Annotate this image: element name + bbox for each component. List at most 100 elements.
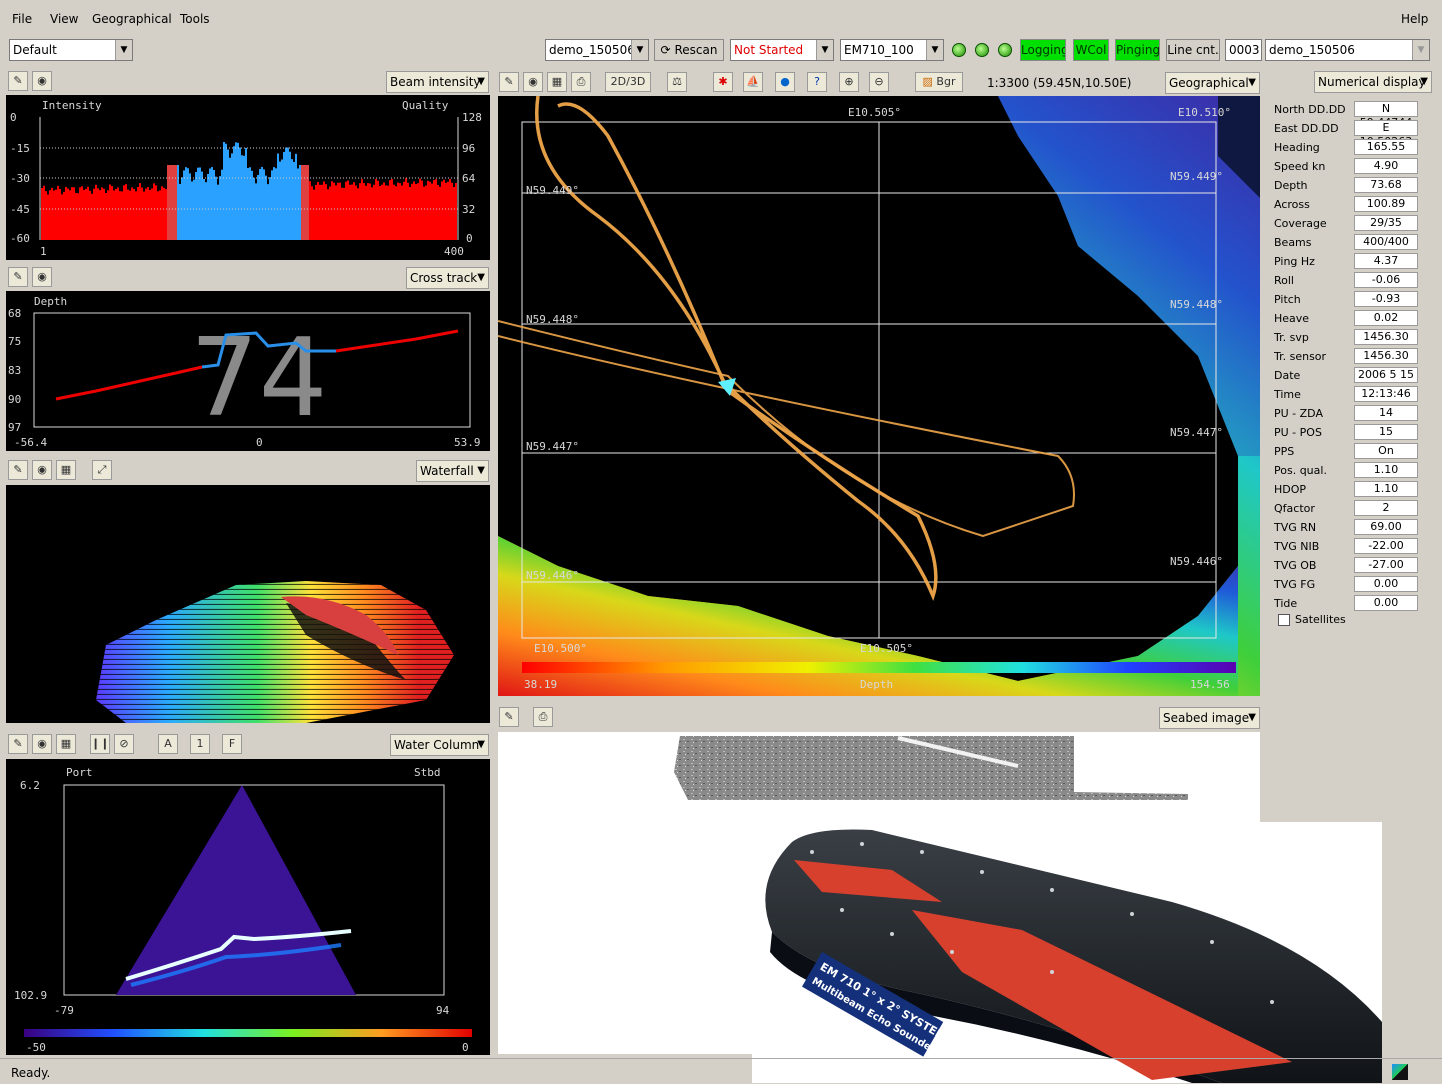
beam-bar: [309, 181, 311, 240]
beam-bar: [251, 170, 253, 240]
zoom-out-icon[interactable]: ⊖: [869, 72, 889, 92]
layers-icon[interactable]: ▦: [56, 460, 76, 480]
cross-panel-header: ✎ ◉ Cross track ▼: [6, 266, 490, 290]
profile-select[interactable]: Default ▼: [9, 39, 133, 61]
line-name-select[interactable]: demo_150506 ▼: [1265, 39, 1430, 61]
beam-bar: [127, 189, 129, 240]
chevron-down-icon: ▼: [1248, 712, 1256, 723]
numerical-row: East DD.DD E 10.50263: [1274, 120, 1440, 148]
numerical-row: Pitch -0.93: [1274, 291, 1440, 309]
rescan-button[interactable]: ⟳ Rescan: [654, 39, 724, 61]
beam-bar: [373, 184, 375, 240]
beam-bar: [389, 180, 391, 240]
menu-view[interactable]: View: [50, 12, 79, 26]
palette-icon[interactable]: ◉: [32, 460, 52, 480]
palette-icon[interactable]: ◉: [32, 267, 52, 287]
beam-bar: [73, 187, 75, 240]
layers-icon[interactable]: ▦: [547, 72, 567, 92]
geographical-map[interactable]: E10.505° E10.510° E10.500° E10.505° N59.…: [498, 96, 1260, 696]
fit-view-icon[interactable]: ⤢: [92, 460, 112, 480]
menu-tools[interactable]: Tools: [180, 12, 210, 26]
map-mode-value: Geographical: [1169, 76, 1249, 90]
wc-scale-min: -50: [26, 1041, 46, 1054]
wc-x-left: -79: [54, 1004, 74, 1017]
beam-panel-header: ✎ ◉ Beam intensity ▼: [6, 70, 490, 94]
wcol-button[interactable]: WCol: [1073, 39, 1109, 61]
beam-bar: [203, 178, 205, 240]
beam-bar: [453, 187, 455, 240]
measure-icon[interactable]: ⚖: [667, 72, 687, 92]
print-icon[interactable]: ⎙: [533, 707, 553, 727]
clear-icon[interactable]: ⊘: [114, 734, 134, 754]
beam-bar: [411, 183, 413, 240]
numerical-row-label: Tide: [1274, 597, 1298, 610]
wc-panel-header: ✎ ◉ ▦ ❙❙ ⊘ A 1 F Water Column ▼: [6, 733, 490, 757]
satellites-checkbox[interactable]: [1278, 614, 1290, 626]
pinging-button[interactable]: Pinging: [1115, 39, 1160, 61]
sounder-select[interactable]: EM710_100 ▼: [840, 39, 944, 61]
pencil-icon[interactable]: ✎: [499, 72, 519, 92]
beam-bar: [353, 182, 355, 240]
pencil-icon[interactable]: ✎: [499, 707, 519, 727]
mode-f-icon[interactable]: F: [222, 734, 242, 754]
menu-file[interactable]: File: [12, 12, 33, 26]
globe-icon[interactable]: ●: [775, 72, 795, 92]
vessel-icon[interactable]: ⛵: [743, 72, 763, 92]
beam-bar: [79, 187, 81, 240]
line-count-button[interactable]: Line cnt.: [1166, 39, 1220, 61]
2d-3d-toggle[interactable]: 2D/3D: [605, 72, 651, 92]
seabed-mode-select[interactable]: Seabed image ▼: [1159, 707, 1260, 729]
beam-bar: [417, 183, 419, 240]
beam-bar: [445, 182, 447, 240]
beam-bar: [289, 151, 291, 240]
palette-icon[interactable]: ◉: [523, 72, 543, 92]
line-count-field[interactable]: 0003: [1225, 39, 1262, 61]
cross-mode-select[interactable]: Cross track ▼: [406, 267, 489, 289]
wc-port-label: Port: [66, 766, 93, 779]
numerical-row: TVG OB -27.00: [1274, 557, 1440, 575]
beam-q-tick: 64: [462, 172, 476, 185]
beam-mode-select[interactable]: Beam intensity ▼: [386, 71, 489, 93]
numerical-row: Roll -0.06: [1274, 272, 1440, 290]
map-mode-select[interactable]: Geographical ▼: [1165, 72, 1260, 94]
mode-1-icon[interactable]: 1: [190, 734, 210, 754]
background-button[interactable]: ▨ Bgr: [915, 72, 963, 92]
wc-mode-select[interactable]: Water Column ▼: [390, 734, 489, 756]
beam-bar: [299, 165, 301, 240]
layers-icon[interactable]: ▦: [56, 734, 76, 754]
grid-red-icon[interactable]: ✱: [713, 72, 733, 92]
pencil-icon[interactable]: ✎: [8, 267, 28, 287]
beam-bar: [239, 147, 241, 240]
status-select[interactable]: Not Started ▼: [730, 39, 834, 61]
pencil-icon[interactable]: ✎: [8, 71, 28, 91]
numerical-row-label: Speed kn: [1274, 160, 1326, 173]
numerical-row-label: Heading: [1274, 141, 1320, 154]
numerical-row-label: Roll: [1274, 274, 1294, 287]
pencil-icon[interactable]: ✎: [8, 734, 28, 754]
help-icon[interactable]: ?: [807, 72, 827, 92]
palette-icon[interactable]: ◉: [32, 71, 52, 91]
waterfall-mode-select[interactable]: Waterfall ▼: [416, 460, 489, 482]
beam-bar: [429, 181, 431, 240]
numerical-row-value: 73.68: [1354, 177, 1418, 193]
wc-top-depth: 6.2: [20, 779, 40, 792]
zoom-in-icon[interactable]: ⊕: [839, 72, 859, 92]
beam-bar: [451, 182, 453, 240]
beam-bar: [281, 159, 283, 240]
palette-icon[interactable]: ◉: [32, 734, 52, 754]
mode-a-icon[interactable]: A: [158, 734, 178, 754]
logging-button[interactable]: Logging: [1020, 39, 1066, 61]
project-select[interactable]: demo_150506 ▼: [545, 39, 649, 61]
numerical-row-value: 4.37: [1354, 253, 1418, 269]
wc-mode-value: Water Column: [394, 738, 480, 752]
pencil-icon[interactable]: ✎: [8, 460, 28, 480]
beam-bar: [375, 179, 377, 240]
beam-bar: [413, 181, 415, 240]
print-icon[interactable]: ⎙: [571, 72, 591, 92]
menu-help[interactable]: Help: [1401, 12, 1429, 26]
beam-bar: [381, 184, 383, 240]
numerical-mode-select[interactable]: Numerical display ▼: [1314, 71, 1432, 93]
menu-geographical[interactable]: Geographical: [92, 12, 172, 26]
numerical-row-label: TVG OB: [1274, 559, 1317, 572]
pause-icon[interactable]: ❙❙: [90, 734, 110, 754]
